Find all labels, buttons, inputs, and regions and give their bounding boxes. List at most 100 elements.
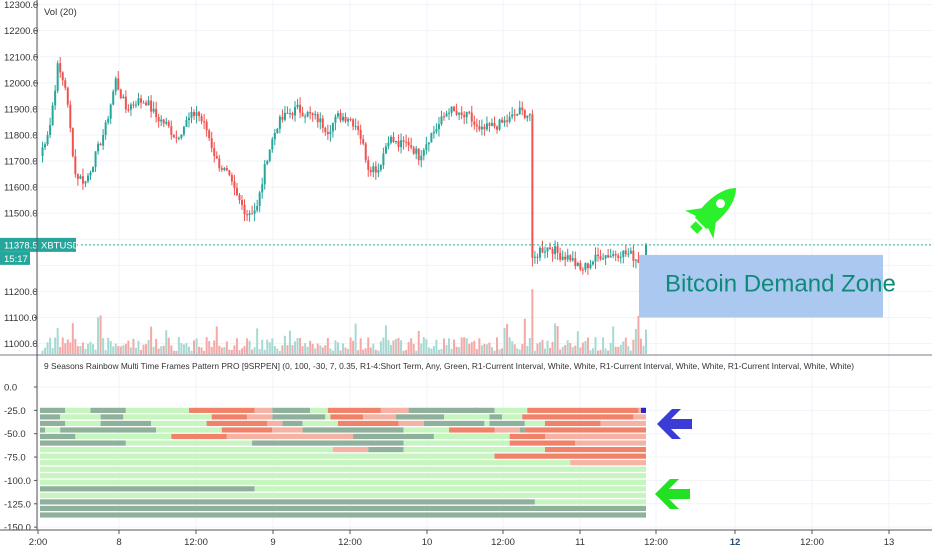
- candle-body: [61, 72, 64, 81]
- candle-body: [51, 105, 54, 126]
- candle-body: [440, 116, 443, 125]
- candle-body: [637, 259, 640, 264]
- volume-bar: [321, 347, 324, 354]
- volume-bar: [463, 337, 466, 354]
- volume-bar: [412, 343, 415, 354]
- rainbow-segment: [522, 414, 634, 420]
- rainbow-segment: [171, 433, 227, 440]
- candle-body: [137, 98, 140, 105]
- price-tick-label: 12200.0: [4, 26, 38, 37]
- rainbow-segment: [337, 420, 399, 427]
- candle-body: [574, 258, 577, 267]
- demand-zone-box: [639, 254, 883, 318]
- volume-bar: [309, 340, 312, 354]
- volume-bar: [364, 348, 367, 354]
- candle-body: [463, 114, 466, 118]
- price-tick-label: 11000.0: [4, 339, 38, 350]
- candle-body: [190, 111, 193, 118]
- volume-bar: [528, 338, 531, 354]
- volume-bar: [296, 337, 299, 354]
- volume-bar: [246, 338, 249, 354]
- volume-bar: [84, 348, 87, 354]
- volume-bar: [632, 339, 635, 354]
- volume-bar: [465, 338, 468, 354]
- candle-body: [372, 166, 375, 173]
- candle-body: [157, 117, 160, 122]
- candle-body: [422, 149, 425, 156]
- rainbow-segment: [524, 420, 545, 427]
- candle-body: [561, 256, 564, 260]
- rainbow-segment: [267, 420, 283, 427]
- volume-bar: [225, 341, 228, 354]
- rainbow-segment: [638, 407, 641, 413]
- volume-bar: [122, 345, 125, 354]
- candle-body: [395, 140, 398, 143]
- candle-body: [288, 113, 291, 115]
- rainbow-segment: [40, 453, 495, 459]
- volume-bar: [132, 338, 135, 354]
- candle-body: [182, 126, 185, 135]
- volume-bar: [634, 328, 637, 354]
- rainbow-segment: [60, 414, 101, 420]
- volume-bar: [352, 340, 355, 354]
- volume-bar: [397, 337, 400, 354]
- candle-body: [624, 250, 627, 255]
- time-tick-label: 10: [422, 537, 433, 548]
- volume-bar: [526, 345, 529, 354]
- volume-bar: [402, 350, 405, 354]
- candle-body: [382, 153, 385, 166]
- candle-body: [165, 121, 168, 124]
- rainbow-segment: [40, 460, 571, 466]
- candle-body: [79, 176, 82, 179]
- volume-bar: [629, 350, 632, 354]
- candle-body: [92, 167, 95, 173]
- rainbow-segment: [40, 446, 333, 453]
- volume-bar: [331, 350, 334, 354]
- candle-body: [286, 112, 289, 114]
- rainbow-segment: [40, 466, 646, 472]
- rainbow-segment: [494, 453, 646, 459]
- candle-body: [506, 120, 509, 122]
- volume-bar: [97, 317, 100, 354]
- rainbow-segment: [403, 446, 545, 453]
- candle-body: [213, 147, 216, 156]
- candle-body: [44, 144, 47, 148]
- candle-body: [400, 140, 403, 148]
- candle-body: [389, 136, 392, 143]
- candle-body: [319, 118, 322, 123]
- volume-bar: [301, 346, 304, 354]
- candle-body: [97, 143, 100, 152]
- volume-bar: [554, 323, 557, 354]
- volume-bar: [374, 349, 377, 354]
- volume-bar: [518, 349, 521, 354]
- volume-bar: [468, 343, 471, 354]
- candle-body: [402, 140, 405, 142]
- candle-body: [102, 134, 105, 146]
- candle-body: [392, 136, 395, 143]
- candle-body: [114, 78, 117, 92]
- volume-bar: [291, 345, 294, 354]
- volume-bar: [294, 341, 297, 354]
- rainbow-segment: [156, 427, 222, 433]
- volume-bar: [627, 346, 630, 354]
- candle-body: [172, 134, 175, 138]
- candle-body: [412, 147, 415, 154]
- volume-bar: [311, 343, 314, 354]
- volume-bar: [228, 349, 231, 354]
- volume-bar: [160, 346, 163, 354]
- volume-bar: [61, 337, 64, 354]
- candle-body: [417, 148, 420, 161]
- candle-body: [177, 137, 180, 139]
- svg-text:15:17: 15:17: [4, 254, 28, 265]
- candle-body: [210, 138, 213, 148]
- candle-body: [430, 133, 433, 143]
- candle-body: [364, 143, 367, 161]
- volume-bar: [599, 349, 602, 354]
- candle-body: [71, 128, 74, 157]
- candle-body: [478, 126, 481, 130]
- candle-body: [233, 181, 236, 188]
- volume-bar: [531, 289, 534, 354]
- rainbow-segment: [302, 427, 404, 433]
- volume-bar: [150, 326, 153, 354]
- volume-bar: [377, 350, 380, 354]
